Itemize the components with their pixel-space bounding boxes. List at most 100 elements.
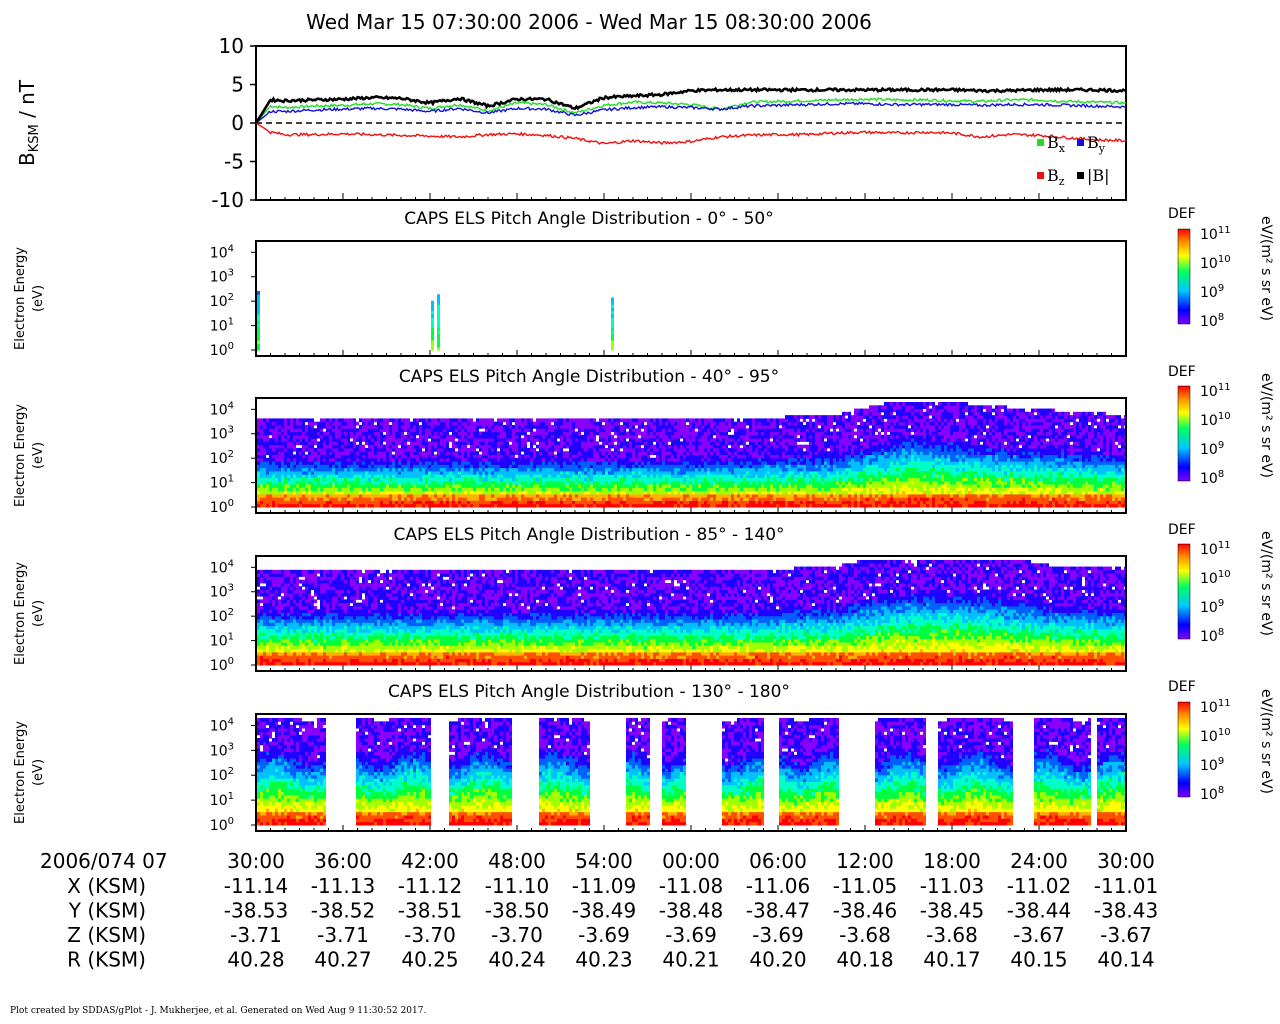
spectrogram-cell [410,464,413,468]
spectrogram-cell [482,455,485,459]
spectrogram-cell [473,504,476,508]
spectrogram-cell [488,491,491,495]
spectrogram-cell [368,504,371,508]
spectrogram-cell [497,455,500,459]
spectrogram-cell [488,468,491,472]
spectrogram-cell [344,497,347,501]
spectrogram-cell [485,458,488,462]
spectrogram-cell [416,445,419,449]
spectrogram-cell [455,481,458,485]
spectrogram-cell [365,468,368,472]
spectrogram-cell [374,487,377,491]
spectrogram-cell [446,487,449,491]
spectrogram-cell [428,471,431,475]
spectrogram-cell [386,500,389,504]
spectrogram-cell [449,464,452,468]
spectrogram-cell [491,435,494,439]
spectrogram-cell [479,504,482,508]
spectrogram-cell [470,497,473,501]
spectrogram-cell [272,477,275,481]
spectrogram-cell [407,435,410,439]
spectrogram-cell [425,497,428,501]
spectrogram-cell [302,491,305,495]
spectrogram-cell [458,484,461,488]
spectrogram-cell [431,491,434,495]
spectrogram-cell [473,491,476,495]
spectrogram-cell [353,418,356,422]
spectrogram-cell [458,425,461,429]
spectrogram-cell [332,484,335,488]
spectrogram-cell [482,435,485,439]
spectrogram-cell [320,487,323,491]
spectrogram-cell [344,487,347,491]
spectrogram-cell [263,468,266,472]
spectrogram-cell [305,504,308,508]
spectrogram-cell [431,334,434,338]
spectrogram-cell [266,468,269,472]
spectrogram-cell [422,477,425,481]
spectrogram-cell [347,504,350,508]
spectrogram-cell [350,471,353,475]
spectrogram-cell [326,494,329,498]
spectrogram-cell [287,448,290,452]
spectrogram-cell [461,497,464,501]
spectrogram-cell [611,311,614,315]
spectrogram-cell [296,451,299,455]
spectrogram-cell [293,461,296,465]
legend-label-sub: x [1059,142,1066,155]
spectrogram-cell [437,311,440,315]
spectrogram-cell [299,435,302,439]
spectrogram-cell [311,487,314,491]
spectrogram-cell [260,500,263,504]
spectrogram-cell [449,471,452,475]
spectrogram-cell [428,422,431,426]
spectrogram-cell [326,458,329,462]
spectrogram-cell [326,464,329,468]
spectrogram-cell [341,481,344,485]
spectrogram-cell [416,468,419,472]
spectrogram-cell [353,458,356,462]
spectrogram-cell [314,494,317,498]
spectrogram-cell [494,464,497,468]
spectrogram-cell [440,484,443,488]
spectrogram-cell [398,500,401,504]
spectrogram-cell [440,494,443,498]
spectrogram-cell [335,494,338,498]
spectrogram-cell [344,494,347,498]
spectrogram-cell [356,455,359,459]
spectrogram-cell [275,422,278,426]
spectrogram-cell [440,481,443,485]
spectrogram-cell [269,458,272,462]
spectrogram-cell [413,441,416,445]
spectrogram-cell [329,500,332,504]
spectrogram-cell [308,504,311,508]
spectrogram-cell [422,438,425,442]
spectrogram-cell [401,471,404,475]
spectrogram-cell [320,458,323,462]
spectrogram-cell [272,425,275,429]
spectrogram-cell [413,445,416,449]
spectrogram-cell [356,435,359,439]
spectrogram-cell [377,464,380,468]
spectrogram-cell [260,491,263,495]
spectrogram-cell [296,484,299,488]
spectrogram-cell [413,458,416,462]
spectrogram-cell [350,441,353,445]
spectrogram-cell [329,461,332,465]
spectrogram-cell [326,432,329,436]
spectrogram-cell [377,481,380,485]
spectrogram-cell [404,474,407,478]
spectrogram-cell [338,464,341,468]
spectrogram-cell [353,425,356,429]
spectrogram-cell [428,477,431,481]
spectrogram-cell [329,497,332,501]
spectrogram-cell [491,468,494,472]
spectrogram-cell [287,451,290,455]
spectrogram-cell [449,500,452,504]
spectrogram-cell [317,491,320,495]
spectrogram-cell [395,471,398,475]
spectrogram-cell [389,487,392,491]
spectrogram-cell [260,497,263,501]
spectrogram-cell [362,504,365,508]
spectrogram-cell [458,451,461,455]
